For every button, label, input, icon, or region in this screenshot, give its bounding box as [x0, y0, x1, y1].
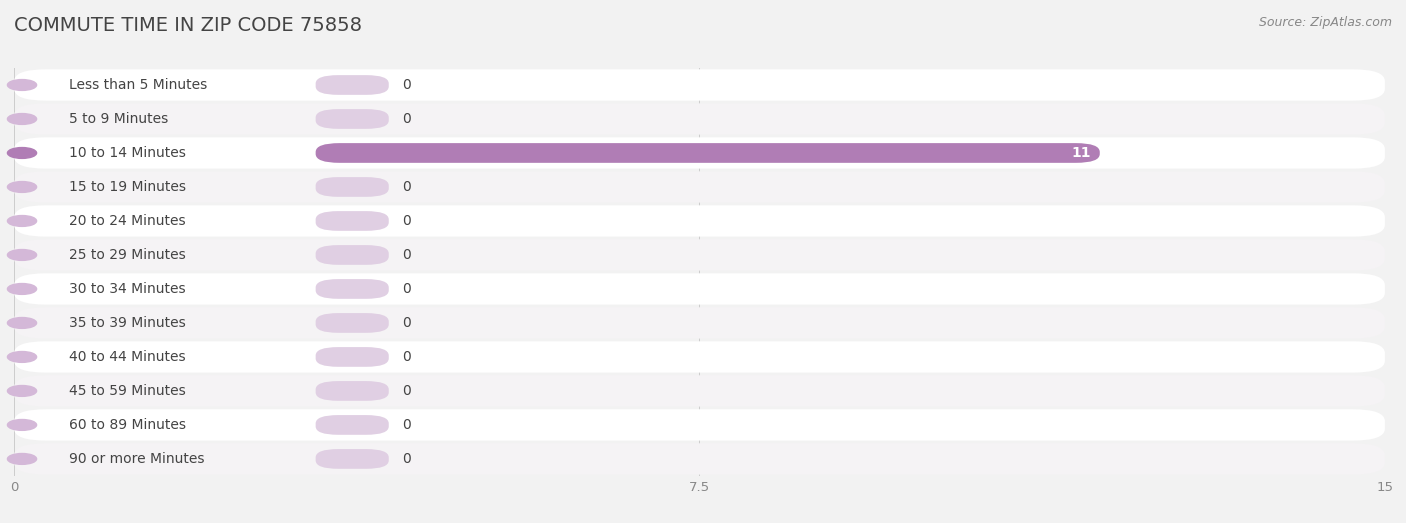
Text: 20 to 24 Minutes: 20 to 24 Minutes [69, 214, 186, 228]
Text: 35 to 39 Minutes: 35 to 39 Minutes [69, 316, 186, 330]
FancyBboxPatch shape [14, 444, 1385, 474]
FancyBboxPatch shape [14, 308, 1385, 338]
Circle shape [7, 113, 37, 124]
FancyBboxPatch shape [316, 143, 1099, 163]
Circle shape [7, 351, 37, 362]
Circle shape [7, 215, 37, 226]
Text: 0: 0 [402, 384, 411, 398]
FancyBboxPatch shape [316, 415, 388, 435]
Text: 0: 0 [402, 214, 411, 228]
Circle shape [7, 419, 37, 430]
Circle shape [7, 249, 37, 260]
Text: 0: 0 [402, 452, 411, 466]
FancyBboxPatch shape [14, 172, 1385, 202]
Text: 0: 0 [402, 112, 411, 126]
Text: 15 to 19 Minutes: 15 to 19 Minutes [69, 180, 186, 194]
Text: 90 or more Minutes: 90 or more Minutes [69, 452, 204, 466]
FancyBboxPatch shape [316, 109, 388, 129]
Circle shape [7, 181, 37, 192]
Circle shape [7, 453, 37, 464]
FancyBboxPatch shape [316, 347, 388, 367]
Text: Source: ZipAtlas.com: Source: ZipAtlas.com [1258, 16, 1392, 29]
Text: 30 to 34 Minutes: 30 to 34 Minutes [69, 282, 186, 296]
Text: 25 to 29 Minutes: 25 to 29 Minutes [69, 248, 186, 262]
Circle shape [7, 147, 37, 158]
Circle shape [7, 385, 37, 396]
FancyBboxPatch shape [316, 313, 388, 333]
FancyBboxPatch shape [14, 274, 1385, 304]
Text: 60 to 89 Minutes: 60 to 89 Minutes [69, 418, 186, 432]
Text: 10 to 14 Minutes: 10 to 14 Minutes [69, 146, 186, 160]
Text: 0: 0 [402, 180, 411, 194]
Text: 0: 0 [402, 248, 411, 262]
Text: 0: 0 [402, 350, 411, 364]
FancyBboxPatch shape [14, 376, 1385, 406]
FancyBboxPatch shape [14, 138, 1385, 168]
FancyBboxPatch shape [14, 240, 1385, 270]
Circle shape [7, 317, 37, 328]
FancyBboxPatch shape [316, 381, 388, 401]
FancyBboxPatch shape [316, 75, 388, 95]
FancyBboxPatch shape [316, 177, 388, 197]
Text: 45 to 59 Minutes: 45 to 59 Minutes [69, 384, 186, 398]
FancyBboxPatch shape [14, 104, 1385, 134]
Text: 0: 0 [402, 282, 411, 296]
Text: 40 to 44 Minutes: 40 to 44 Minutes [69, 350, 186, 364]
FancyBboxPatch shape [316, 211, 388, 231]
Text: 0: 0 [402, 78, 411, 92]
FancyBboxPatch shape [14, 206, 1385, 236]
Text: 0: 0 [402, 418, 411, 432]
Text: Less than 5 Minutes: Less than 5 Minutes [69, 78, 207, 92]
Circle shape [7, 79, 37, 90]
FancyBboxPatch shape [316, 245, 388, 265]
FancyBboxPatch shape [316, 449, 388, 469]
FancyBboxPatch shape [14, 410, 1385, 440]
Text: COMMUTE TIME IN ZIP CODE 75858: COMMUTE TIME IN ZIP CODE 75858 [14, 16, 363, 35]
Text: 11: 11 [1071, 146, 1091, 160]
FancyBboxPatch shape [316, 279, 388, 299]
Text: 5 to 9 Minutes: 5 to 9 Minutes [69, 112, 169, 126]
Circle shape [7, 283, 37, 294]
FancyBboxPatch shape [14, 70, 1385, 100]
FancyBboxPatch shape [14, 342, 1385, 372]
Text: 0: 0 [402, 316, 411, 330]
